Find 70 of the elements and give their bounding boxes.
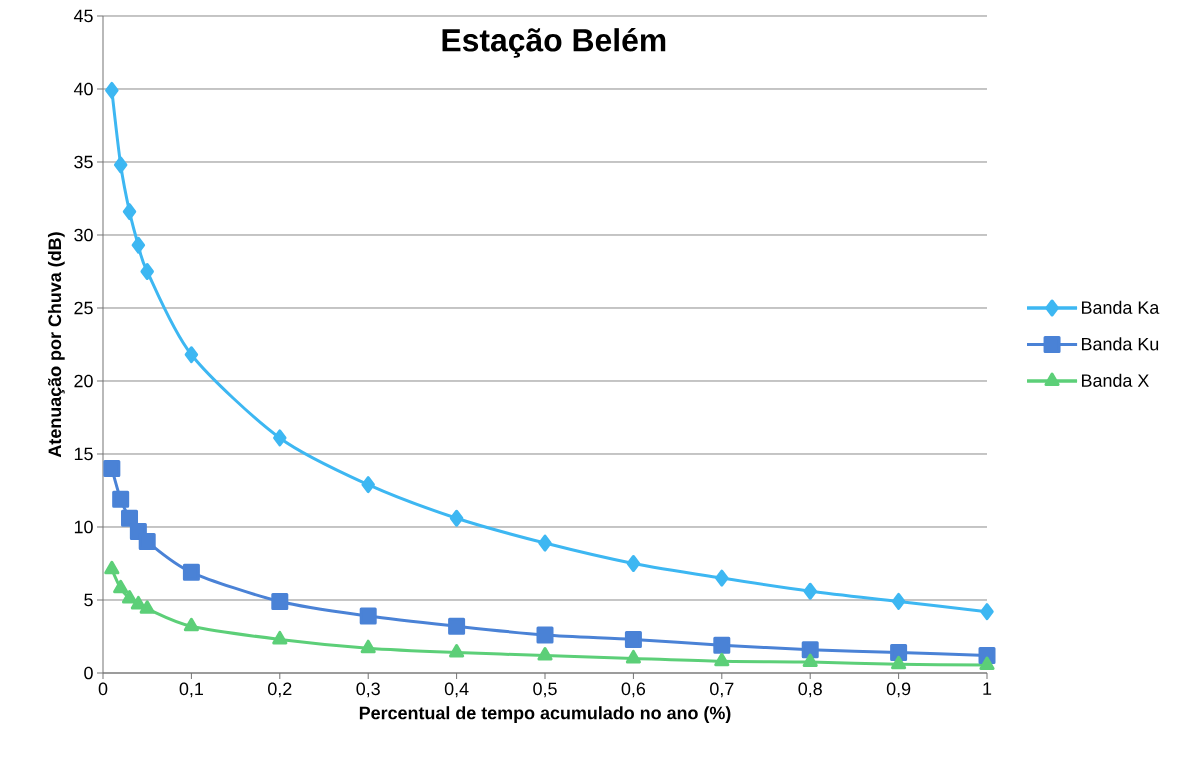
x-tick-label: 0,1: [179, 682, 203, 698]
y-tick-label: 10: [74, 520, 93, 534]
y-tick-label: 35: [74, 155, 93, 169]
point: [980, 603, 994, 621]
point: [538, 534, 552, 552]
point: [713, 636, 731, 654]
y-tick-label: 0: [84, 666, 93, 680]
point: [449, 644, 465, 658]
point: [890, 644, 908, 662]
point: [626, 555, 641, 572]
point: [103, 460, 121, 478]
point: [138, 533, 156, 551]
point: [272, 630, 288, 645]
x-tick-label: 0,6: [621, 682, 646, 698]
point: [448, 617, 466, 635]
point: [361, 476, 375, 494]
point: [360, 639, 376, 654]
point: [184, 346, 199, 364]
x-tick-label: 0,7: [710, 682, 734, 698]
point: [801, 641, 819, 659]
y-tick-label: 25: [74, 301, 93, 315]
legend-label: Banda Ku: [1082, 337, 1159, 351]
point: [139, 600, 155, 614]
x-tick-label: 0: [98, 682, 108, 696]
point: [183, 617, 199, 632]
point: [802, 653, 818, 668]
point: [449, 509, 464, 527]
point: [624, 630, 642, 648]
x-tick-label: 0,2: [268, 682, 292, 698]
x-tick-label: 0,3: [356, 682, 380, 698]
point: [130, 595, 146, 610]
point: [714, 652, 730, 667]
point: [273, 429, 287, 447]
x-tick-label: 0,4: [444, 682, 469, 698]
legend-label: Banda X: [1082, 373, 1149, 387]
point: [122, 203, 137, 221]
point: [112, 490, 130, 508]
point: [715, 569, 729, 587]
point: [121, 590, 138, 604]
x-tick-label: 0,9: [886, 682, 911, 698]
point: [105, 81, 119, 99]
point: [891, 592, 906, 610]
point: [131, 236, 146, 254]
legend-label: Banda Ka: [1082, 300, 1160, 314]
x-tick-label: 0,5: [533, 682, 557, 698]
point: [140, 263, 154, 280]
point: [182, 563, 200, 581]
y-tick-label: 30: [74, 228, 93, 242]
point: [271, 592, 289, 610]
point: [113, 156, 128, 174]
y-tick-label: 45: [73, 9, 93, 23]
y-tick-label: 15: [74, 447, 93, 461]
point: [104, 560, 120, 575]
point: [979, 656, 995, 670]
point: [359, 607, 377, 625]
point: [625, 649, 641, 664]
chart-title: Estação Belém: [442, 27, 666, 58]
y-tick-label: 5: [84, 593, 93, 607]
point: [803, 582, 817, 600]
point: [121, 509, 139, 527]
x-axis-title: Percentual de tempo acumulado no ano (%): [359, 706, 731, 723]
x-tick-label: 1: [983, 682, 992, 695]
point: [537, 646, 553, 661]
point: [536, 626, 554, 644]
y-axis-title: Atenuação por Chuva (dB): [47, 232, 65, 458]
y-tick-label: 40: [73, 82, 93, 96]
x-tick-label: 0,8: [798, 682, 822, 698]
point: [113, 579, 129, 594]
y-tick-label: 20: [74, 374, 93, 388]
point: [891, 655, 907, 670]
